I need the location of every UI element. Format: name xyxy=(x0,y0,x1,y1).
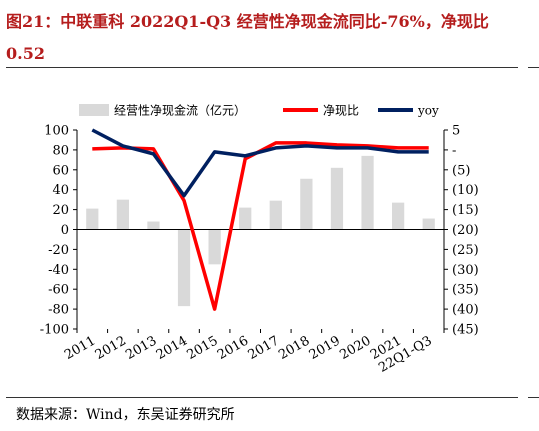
bar-2013 xyxy=(147,221,160,230)
bar-2017 xyxy=(269,200,282,230)
legend: 经营性净现金流（亿元） 净现比 yoy xyxy=(79,103,439,118)
bar-2018 xyxy=(300,178,313,230)
x-tick-label: 2015 xyxy=(184,333,220,363)
bar-2014 xyxy=(177,229,191,307)
bar-2012 xyxy=(116,199,129,230)
x-tick-label: 2011 xyxy=(62,333,98,363)
left-tick-label: 40 xyxy=(52,183,69,198)
x-tick-label: 2018 xyxy=(276,333,312,363)
top-rule-right xyxy=(528,67,539,68)
left-tick-label: -40 xyxy=(48,263,69,278)
bottom-rule-right xyxy=(528,397,539,398)
legend-swatch-bar xyxy=(79,104,109,116)
left-tick-label: -60 xyxy=(48,283,69,298)
right-tick-label: (45) xyxy=(452,323,479,338)
x-axis-ticks: 2011201220132014201520162017201820192020… xyxy=(62,329,445,376)
right-tick-label: (40) xyxy=(452,303,479,318)
right-tick-label: 5 xyxy=(452,124,460,139)
bar-2021 xyxy=(392,202,405,230)
line-series-layer xyxy=(91,128,429,311)
bar-2019 xyxy=(330,167,344,230)
legend-label-bar: 经营性净现金流（亿元） xyxy=(114,103,246,118)
right-tick-label: (35) xyxy=(452,283,479,298)
right-tick-label: - xyxy=(452,143,456,158)
right-tick-label: (30) xyxy=(452,263,479,278)
x-tick-label: 2016 xyxy=(215,333,251,363)
right-tick-label: (15) xyxy=(452,203,479,218)
right-tick-label: (25) xyxy=(452,243,479,258)
legend-label-navy-line: yoy xyxy=(417,104,439,118)
x-tick-label: 2014 xyxy=(154,333,190,363)
bottom-rule xyxy=(6,397,518,398)
bar-2020 xyxy=(361,155,374,230)
bar-22Q1-Q3 xyxy=(422,218,435,230)
right-tick-label: (5) xyxy=(452,163,470,178)
legend-label-red-line: 净现比 xyxy=(323,104,359,118)
bar-series-layer xyxy=(86,155,435,307)
source-note: 数据来源：Wind，东吴证券研究所 xyxy=(16,407,235,423)
bar-2016 xyxy=(239,207,252,230)
bar-2011 xyxy=(86,208,99,230)
x-tick-label: 2013 xyxy=(123,333,159,363)
left-tick-label: 100 xyxy=(44,124,69,139)
right-tick-label: (10) xyxy=(452,183,479,198)
x-tick-label: 2019 xyxy=(307,333,343,363)
x-tick-label: 2020 xyxy=(337,333,373,363)
left-tick-label: -100 xyxy=(40,323,69,338)
left-tick-label: 20 xyxy=(52,203,69,218)
line-series-yoy xyxy=(91,128,429,198)
line-series-net-cash-ratio xyxy=(92,141,429,311)
left-tick-label: 60 xyxy=(52,163,69,178)
x-tick-label: 2012 xyxy=(93,333,129,363)
bar-2015 xyxy=(208,229,221,265)
right-tick-label: (20) xyxy=(452,223,479,238)
top-rule xyxy=(6,67,518,68)
left-tick-label: -20 xyxy=(48,243,69,258)
left-axis-ticks: 100 80 60 40 20 0 -20 -40 -60 -80 -100 xyxy=(40,124,77,338)
left-tick-label: -80 xyxy=(48,303,69,318)
left-tick-label: 80 xyxy=(52,143,69,158)
right-axis-ticks: 5 - (5) (10) (15) (20) (25) (30) (35) (40) (45) xyxy=(444,124,479,338)
left-tick-label: 0 xyxy=(61,223,69,238)
x-tick-label: 2017 xyxy=(246,333,282,363)
chart-title: 图21：中联重科 2022Q1-Q3 经营性净现金流同比-76%，净现比 0.5… xyxy=(6,12,489,63)
